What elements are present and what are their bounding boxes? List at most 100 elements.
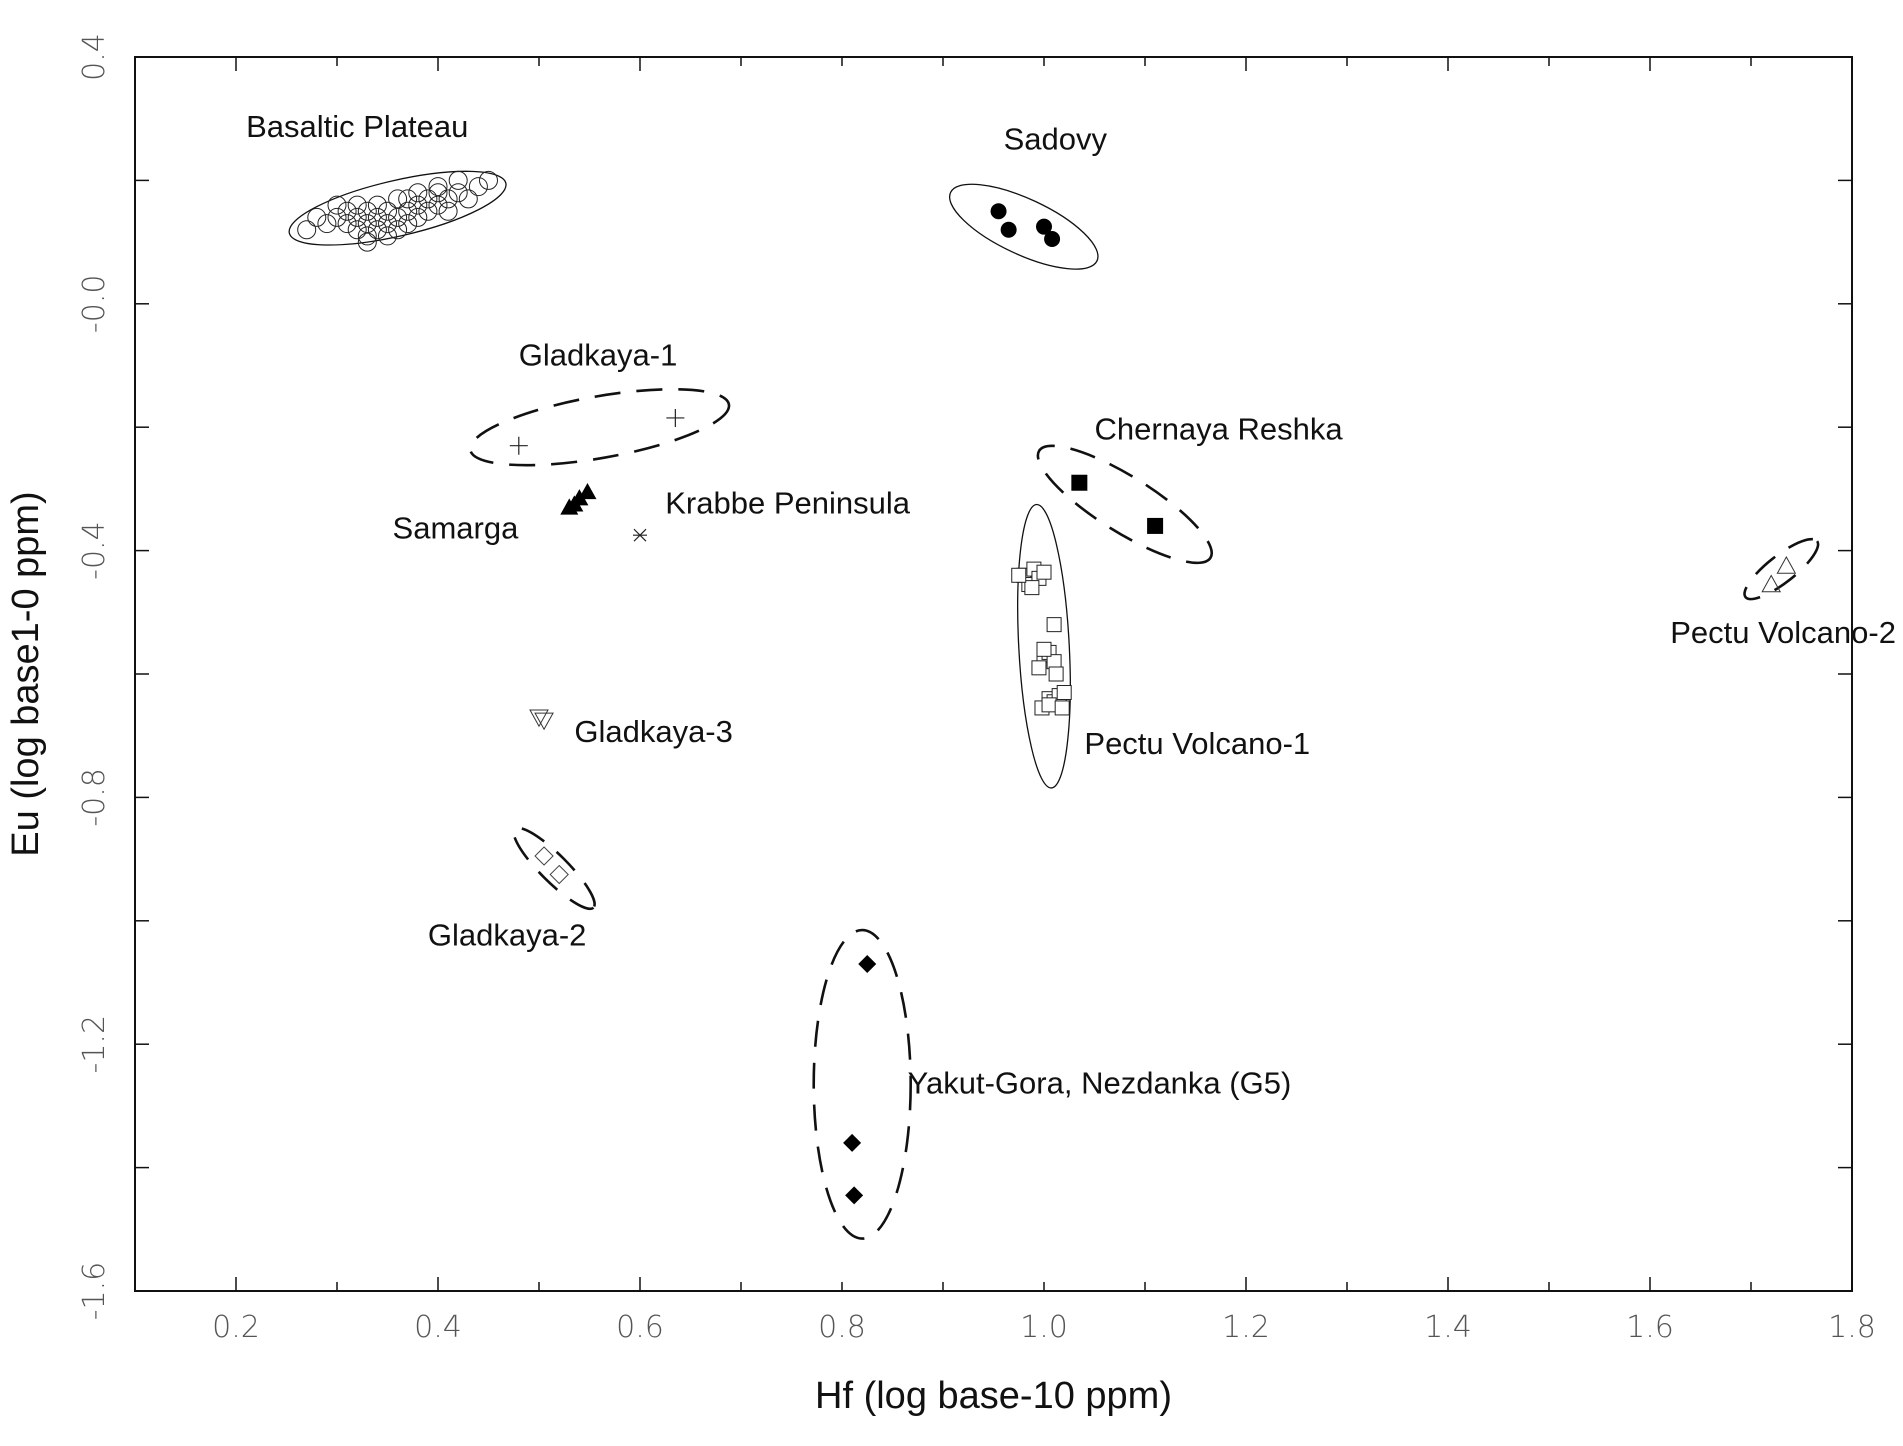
data-point [347, 195, 367, 215]
group-label: Gladkaya-3 [574, 714, 733, 749]
x-tick-label: 1.6 [1626, 1310, 1674, 1345]
data-point [357, 232, 377, 252]
data-point [1071, 474, 1088, 491]
group-ellipse [1017, 503, 1071, 789]
data-point [327, 195, 347, 215]
group-ellipse [1036, 444, 1214, 565]
data-point [367, 207, 387, 227]
group-ellipse-layer [288, 170, 1820, 1240]
data-point [1036, 218, 1052, 235]
data-point [388, 189, 408, 209]
data-point [408, 183, 428, 203]
data-point [378, 226, 397, 246]
data-point [1041, 697, 1057, 713]
data-point [418, 189, 438, 209]
data-point [347, 220, 367, 240]
group-ellipse [288, 170, 507, 246]
x-tick-label: 0.8 [818, 1310, 866, 1345]
data-point [357, 201, 377, 221]
y-tick-label: -0.4 [77, 521, 112, 580]
group-ellipse [1743, 537, 1820, 601]
data-point [388, 220, 408, 240]
y-tick-label: -1.2 [77, 1015, 112, 1074]
data-point [398, 201, 418, 221]
group-label: Yakut-Gora, Nezdanka (G5) [908, 1066, 1292, 1101]
x-tick-label: 1.8 [1828, 1310, 1876, 1345]
x-tick-label: 0.4 [414, 1310, 462, 1345]
data-point [1036, 641, 1052, 657]
y-axis-title: Eu (log base1-0 ppm) [5, 491, 47, 856]
group-label: Gladkaya-1 [519, 338, 678, 373]
data-point [529, 709, 549, 728]
data-point [448, 170, 468, 190]
data-point [468, 177, 488, 197]
x-tick-label: 1.0 [1020, 1310, 1068, 1345]
group-label: Chernaya Reshka [1095, 412, 1344, 447]
group-label: Sadovy [1004, 122, 1108, 157]
data-point [337, 201, 357, 221]
data-point [570, 489, 589, 506]
data-point [367, 220, 387, 240]
data-point [1036, 564, 1052, 580]
data-point [418, 201, 438, 221]
data-point [479, 170, 498, 190]
group-label: Pectu Volcano-1 [1084, 726, 1310, 761]
data-point [1044, 231, 1061, 248]
data-point [428, 195, 448, 215]
data-point [357, 226, 377, 246]
data-point [398, 189, 418, 209]
x-axis-title: Hf (log base-10 ppm) [815, 1375, 1172, 1417]
data-point [327, 207, 347, 227]
tick-label-layer: 0.2 0.4 0.6 0.8 1.0 1.2 1.4 1.6 1.8 0.4 -0.0 -0.4 -0… [77, 33, 1876, 1345]
y-tick-label: -0.8 [77, 768, 112, 827]
group-ellipse [468, 387, 731, 467]
data-point [633, 528, 647, 542]
data-point [1761, 574, 1782, 593]
group-label-layer: Basaltic Plateau Sadovy Gladkaya-1 Chernaya… [246, 109, 1896, 1100]
data-point [1000, 221, 1017, 238]
data-point [398, 214, 418, 234]
data-point [666, 408, 685, 427]
y-tick-label: -0.0 [77, 275, 112, 334]
group-ellipse [512, 826, 596, 911]
data-point [307, 207, 327, 227]
data-point [458, 189, 478, 209]
data-point [1031, 660, 1047, 676]
data-point [534, 712, 554, 731]
data-point [509, 436, 528, 455]
data-point [408, 195, 428, 215]
group-label: Pectu Volcano-2 [1670, 615, 1896, 650]
data-point [317, 214, 337, 234]
x-tick-label: 1.2 [1222, 1310, 1270, 1345]
data-point [990, 203, 1007, 220]
data-point [378, 214, 397, 234]
data-point [534, 846, 554, 866]
data-point [578, 482, 597, 500]
data-point [448, 183, 468, 203]
data-point [378, 201, 397, 221]
data-point [438, 201, 458, 221]
data-point [347, 207, 367, 227]
group-label: Samarga [393, 510, 520, 545]
group-ellipse [948, 183, 1099, 270]
data-point [845, 1186, 864, 1205]
data-point [843, 1133, 862, 1152]
tick-mark-layer [135, 56, 1853, 1292]
y-tick-label: -1.6 [77, 1262, 112, 1321]
x-tick-label: 1.4 [1424, 1310, 1472, 1345]
data-point [1147, 517, 1164, 534]
x-tick-label: 0.6 [616, 1310, 664, 1345]
group-label: Basaltic Plateau [246, 109, 468, 144]
data-point [428, 183, 448, 203]
data-point [858, 954, 877, 973]
data-point [297, 220, 317, 240]
data-point-layer [297, 170, 1797, 1205]
data-point [549, 864, 569, 885]
data-point [1011, 567, 1027, 583]
data-point [1048, 666, 1064, 682]
data-point [357, 214, 377, 234]
data-point [367, 195, 387, 215]
data-point [1776, 555, 1797, 574]
data-point [337, 214, 357, 234]
